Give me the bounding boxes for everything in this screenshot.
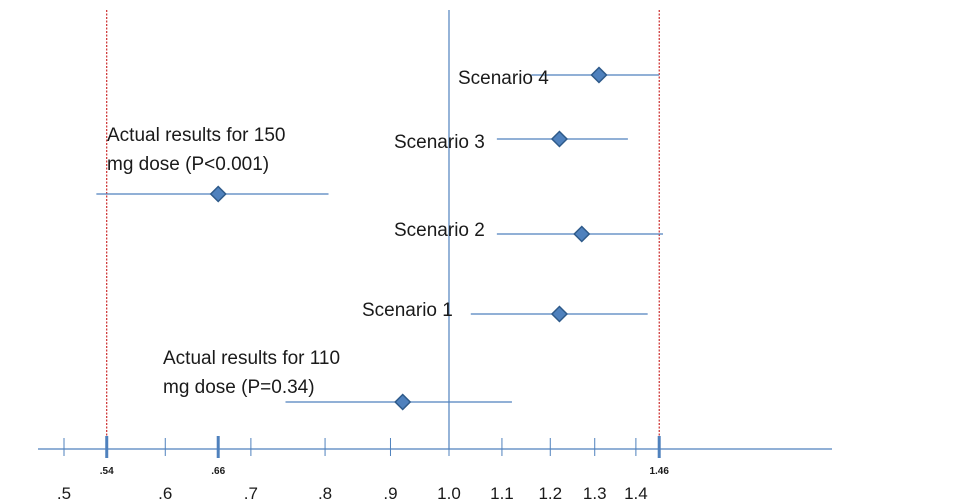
x-tick-label: 1.2 xyxy=(538,484,562,503)
x-tick-label: .8 xyxy=(318,484,332,503)
point-estimate-1 xyxy=(590,66,608,84)
series-label-5: Scenario 1 xyxy=(362,300,453,321)
series-labels: Scenario 4 Scenario 3 Actual results for 1… xyxy=(107,68,549,398)
series-label-4: Scenario 2 xyxy=(394,220,485,241)
margin-lines xyxy=(106,10,660,447)
x-tick-label: 1.3 xyxy=(583,484,607,503)
highlight-tick-label: 1.46 xyxy=(649,466,669,477)
series-label-6: Actual results for 110 mg dose (P=0.34) xyxy=(163,348,340,398)
x-axis: .5 .6 .7 .8 .9 1.0 1.1 1.2 1.3 1.4 .54 .66 1.46 xyxy=(38,436,832,503)
series-group xyxy=(96,66,663,411)
x-tick-label: 1.1 xyxy=(490,484,514,503)
point-estimate-2 xyxy=(550,130,569,148)
point-estimate-6 xyxy=(394,393,412,411)
x-tick-label: 1.4 xyxy=(624,484,648,503)
highlight-tick-label: .66 xyxy=(211,466,225,477)
series-label-3: Actual results for 150 mg dose (P<0.001) xyxy=(107,125,285,175)
point-estimate-5 xyxy=(550,305,569,323)
point-estimate-3 xyxy=(209,185,227,203)
x-tick-label: .9 xyxy=(383,484,397,503)
series-label-1: Scenario 4 xyxy=(458,68,549,89)
series-label-2: Scenario 3 xyxy=(394,132,485,153)
x-tick-label: .6 xyxy=(158,484,172,503)
x-tick-label: .5 xyxy=(57,484,71,503)
x-tick-label: 1.0 xyxy=(437,484,461,503)
point-estimate-4 xyxy=(573,225,591,243)
x-tick-label: .7 xyxy=(244,484,258,503)
highlight-tick-label: .54 xyxy=(100,466,114,477)
